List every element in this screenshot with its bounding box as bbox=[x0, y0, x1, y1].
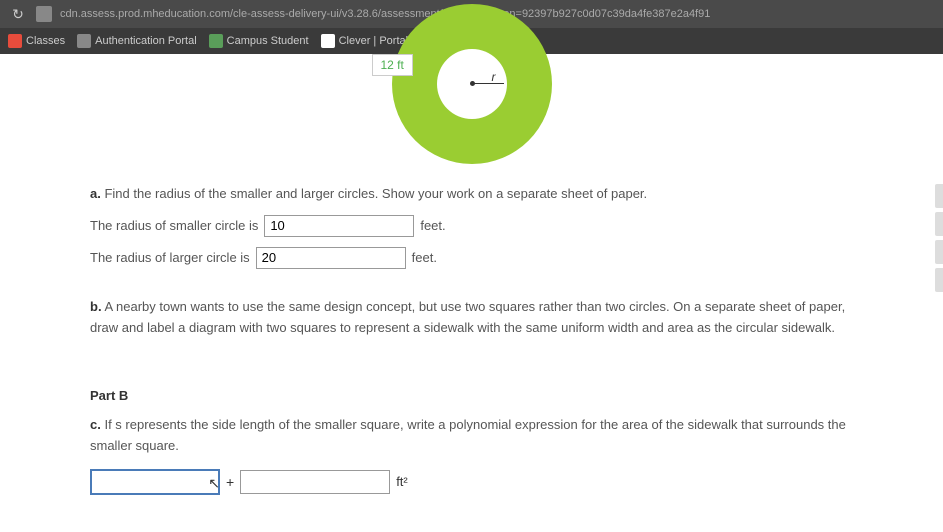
reload-icon[interactable]: ↻ bbox=[8, 6, 28, 23]
larger-radius-unit: feet. bbox=[412, 250, 437, 265]
bookmark-icon bbox=[77, 34, 91, 48]
side-tab[interactable] bbox=[935, 240, 943, 264]
circle-diagram: r bbox=[392, 4, 552, 164]
question-c-prefix: c. bbox=[90, 417, 101, 432]
smaller-radius-unit: feet. bbox=[420, 218, 445, 233]
bookmark-auth-portal[interactable]: Authentication Portal bbox=[77, 34, 197, 48]
width-label: 12 ft bbox=[372, 54, 413, 76]
diagram-area: 12 ft r bbox=[90, 54, 853, 184]
expression-term2-input[interactable] bbox=[240, 470, 390, 494]
larger-radius-label: The radius of larger circle is bbox=[90, 250, 250, 265]
question-c-text: If s represents the side length of the s… bbox=[90, 417, 846, 453]
expression-input-line: ↖ + ft² bbox=[90, 469, 853, 495]
side-tab[interactable] bbox=[935, 268, 943, 292]
smaller-radius-label: The radius of smaller circle is bbox=[90, 218, 258, 233]
side-tab[interactable] bbox=[935, 184, 943, 208]
side-tab[interactable] bbox=[935, 212, 943, 236]
question-a: a. Find the radius of the smaller and la… bbox=[90, 184, 853, 205]
bookmark-icon bbox=[209, 34, 223, 48]
bookmark-label: Campus Student bbox=[227, 35, 309, 47]
question-a-text: Find the radius of the smaller and large… bbox=[104, 186, 647, 201]
site-icon bbox=[36, 6, 52, 22]
plus-sign: + bbox=[226, 474, 234, 490]
bookmark-campus-student[interactable]: Campus Student bbox=[209, 34, 309, 48]
cursor-icon: ↖ bbox=[208, 475, 220, 492]
bookmark-label: Classes bbox=[26, 35, 65, 47]
smaller-radius-line: The radius of smaller circle is feet. bbox=[90, 215, 853, 237]
part-b-heading: Part B bbox=[90, 388, 853, 403]
question-c: c. If s represents the side length of th… bbox=[90, 415, 853, 457]
bookmark-label: Authentication Portal bbox=[95, 35, 197, 47]
radius-label: r bbox=[492, 70, 496, 84]
bookmark-classes[interactable]: Classes bbox=[8, 34, 65, 48]
larger-radius-line: The radius of larger circle is feet. bbox=[90, 247, 853, 269]
question-b-text: A nearby town wants to use the same desi… bbox=[90, 299, 845, 335]
larger-radius-input[interactable] bbox=[256, 247, 406, 269]
unit-label: ft² bbox=[396, 474, 408, 489]
radius-line bbox=[472, 83, 504, 84]
main-content: 12 ft r a. Find the radius of the smalle… bbox=[0, 54, 943, 532]
question-a-prefix: a. bbox=[90, 186, 101, 201]
bookmark-icon bbox=[8, 34, 22, 48]
question-b: b. A nearby town wants to use the same d… bbox=[90, 297, 853, 339]
sidebar-tabs bbox=[935, 184, 943, 296]
expression-term1-input[interactable]: ↖ bbox=[90, 469, 220, 495]
smaller-radius-input[interactable] bbox=[264, 215, 414, 237]
bookmark-icon bbox=[321, 34, 335, 48]
question-b-prefix: b. bbox=[90, 299, 102, 314]
